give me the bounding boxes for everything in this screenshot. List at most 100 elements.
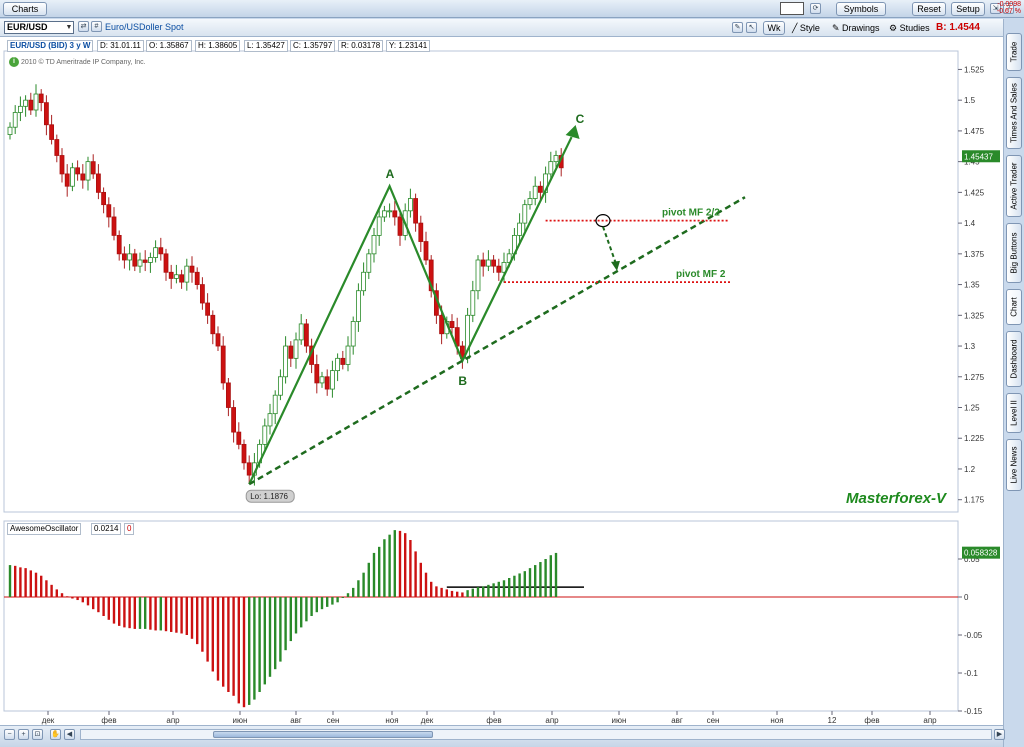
hash-icon[interactable]: # bbox=[91, 21, 102, 32]
setup-button[interactable]: Setup bbox=[951, 2, 985, 16]
side-tab-active-trader[interactable]: Active Trader bbox=[1006, 155, 1022, 217]
candle-body bbox=[283, 345, 289, 378]
oscillator-bar bbox=[263, 597, 266, 685]
wave-c-arrowhead bbox=[565, 125, 580, 140]
help-icon[interactable]: ? bbox=[1003, 3, 1014, 14]
change-percent: -0.67 % bbox=[996, 8, 1021, 15]
studies-button[interactable]: ⚙ Studies bbox=[889, 21, 930, 35]
candle-body bbox=[350, 321, 356, 347]
candle-body bbox=[116, 234, 122, 255]
time-tick-label: фев bbox=[101, 716, 116, 725]
candle-body bbox=[33, 93, 39, 111]
candles-layer bbox=[7, 84, 564, 486]
watermark: Masterforex-V bbox=[846, 490, 947, 507]
candle-body bbox=[267, 413, 273, 427]
symbol-dropdown-icon[interactable]: ▼ bbox=[65, 24, 73, 31]
oscillator-bars bbox=[8, 530, 558, 708]
candle-body bbox=[439, 314, 445, 335]
candle-body bbox=[501, 262, 507, 273]
time-axis: дек фев апр июн авг сен ноя дек фев апр июн авг сен н… bbox=[42, 711, 937, 725]
top-search-input[interactable] bbox=[780, 2, 804, 15]
drawings-button[interactable]: ✎ Drawings bbox=[832, 21, 880, 35]
oscillator-bar bbox=[107, 597, 110, 620]
candle-body bbox=[194, 271, 200, 285]
zoom-fit-icon[interactable]: ⊡ bbox=[32, 729, 43, 740]
candle-body bbox=[246, 462, 252, 476]
price-axis: 1.5251.51.4751.451.4251.41.3751.351.3251… bbox=[958, 65, 1000, 505]
candle-body bbox=[553, 155, 559, 163]
oscillator-bar bbox=[487, 584, 490, 597]
side-tab-big-buttons[interactable]: Big Buttons bbox=[1006, 223, 1022, 283]
pivot-label-2-2: pivot MF 2/2 bbox=[662, 208, 720, 219]
oscillator-bar bbox=[180, 597, 183, 634]
price-tick-label: 1.525 bbox=[964, 65, 985, 74]
candle-body bbox=[293, 339, 299, 359]
info-y: Y: 1.23141 bbox=[386, 40, 431, 52]
scroll-left-icon[interactable]: ◀ bbox=[64, 729, 75, 740]
refresh-icon[interactable]: ⟳ bbox=[810, 3, 821, 14]
candle-body bbox=[132, 253, 138, 267]
oscillator-bar bbox=[315, 597, 318, 613]
side-tab-dashboard[interactable]: Dashboard bbox=[1006, 331, 1022, 387]
label-b: B bbox=[458, 374, 467, 388]
time-tick-label: июн bbox=[612, 716, 627, 725]
oscillator-bar bbox=[232, 597, 235, 696]
chart-canvas[interactable]: 1.5251.51.4751.451.4251.41.3751.351.3251… bbox=[0, 37, 1003, 725]
symbols-button[interactable]: Symbols bbox=[836, 2, 886, 16]
oscillator-bar bbox=[409, 540, 412, 597]
candle-body bbox=[277, 376, 283, 396]
oscillator-bar bbox=[414, 551, 417, 597]
side-tab-level-ii[interactable]: Level II bbox=[1006, 393, 1022, 433]
label-c: C bbox=[576, 112, 585, 126]
osc-tick-label: -0.15 bbox=[964, 707, 983, 716]
osc-tick-label: -0.1 bbox=[964, 669, 978, 678]
time-scrollbar[interactable] bbox=[80, 729, 992, 740]
drawing-tool-icon[interactable]: ✎ bbox=[732, 22, 743, 33]
tab-charts[interactable]: Charts bbox=[3, 2, 47, 16]
style-button[interactable]: ╱ Style bbox=[792, 21, 820, 35]
oscillator-bar bbox=[154, 597, 157, 631]
label-a: A bbox=[386, 167, 395, 181]
pin-icon[interactable]: ⇲ bbox=[990, 3, 1001, 14]
oscillator-bar bbox=[97, 597, 100, 613]
scroll-right-icon[interactable]: ▶ bbox=[994, 729, 1005, 740]
candle-body bbox=[314, 364, 320, 384]
oscillator-bar bbox=[367, 562, 370, 597]
pan-icon[interactable]: ✋ bbox=[50, 729, 61, 740]
candle-body bbox=[548, 161, 554, 175]
oscillator-bar bbox=[237, 597, 240, 704]
oscillator-bar bbox=[331, 597, 334, 605]
drawings-layer: pivot MF 2/2 pivot MF 2 A B C Lo: 1.1876 bbox=[245, 112, 746, 503]
side-tab-chart[interactable]: Chart bbox=[1006, 289, 1022, 325]
trend-line bbox=[248, 196, 746, 486]
reset-button[interactable]: Reset bbox=[912, 2, 946, 16]
candle-body bbox=[366, 253, 372, 273]
side-tab-trade[interactable]: Trade bbox=[1006, 33, 1022, 71]
side-tab-live-news[interactable]: Live News bbox=[1006, 439, 1022, 491]
oscillator-bar bbox=[341, 597, 344, 598]
oscillator-bar bbox=[159, 597, 162, 631]
candle-body bbox=[147, 257, 153, 263]
timeframe-button[interactable]: Wk bbox=[763, 21, 785, 35]
scrollbar-thumb[interactable] bbox=[213, 731, 433, 738]
oscillator-bar bbox=[248, 597, 251, 705]
time-tick-label: июн bbox=[233, 716, 248, 725]
last-price-tag bbox=[962, 150, 1000, 163]
zoom-in-icon[interactable]: + bbox=[18, 729, 29, 740]
link-icon[interactable]: ⇄ bbox=[78, 21, 89, 32]
price-tick-label: 1.375 bbox=[964, 250, 985, 259]
oscillator-bar bbox=[14, 565, 17, 597]
zoom-out-icon[interactable]: − bbox=[4, 729, 15, 740]
oscillator-bar bbox=[398, 530, 402, 597]
symbol-toolbar: EUR/USD ▼ ⇄ # Euro/USDoller Spot ✎ ↖ Wk … bbox=[0, 19, 1003, 37]
oscillator-bar bbox=[144, 597, 147, 629]
oscillator-bar bbox=[92, 597, 95, 610]
price-tick-label: 1.475 bbox=[964, 127, 985, 136]
candle-body bbox=[96, 173, 101, 193]
symbol-input[interactable]: EUR/USD bbox=[4, 21, 74, 34]
candle-body bbox=[122, 253, 127, 261]
oscillator-bar bbox=[164, 597, 168, 632]
drawings-label: Drawings bbox=[842, 23, 880, 33]
cursor-icon[interactable]: ↖ bbox=[746, 22, 757, 33]
side-tab-times-and-sales[interactable]: Times And Sales bbox=[1006, 77, 1022, 149]
